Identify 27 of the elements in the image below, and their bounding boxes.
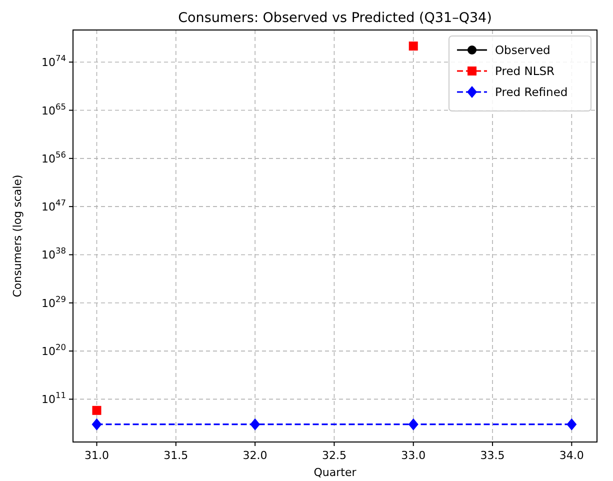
y-tick-label: 10$^{38}$ <box>42 246 66 262</box>
point <box>92 406 102 415</box>
x-tick-label: 33.5 <box>480 449 505 462</box>
y-tick-label: 10$^{11}$ <box>42 390 66 406</box>
y-tick-label: 10$^{65}$ <box>42 101 66 118</box>
x-tick-label: 31.0 <box>84 449 109 462</box>
point <box>250 418 260 430</box>
x-tick-label: 34.0 <box>559 449 584 462</box>
point <box>408 418 418 430</box>
y-tick-label: 10$^{20}$ <box>42 342 66 358</box>
y-tick-label: 10$^{56}$ <box>42 149 66 166</box>
x-tick-label: 32.5 <box>322 449 346 462</box>
legend-label: Pred Refined <box>495 85 568 99</box>
point <box>566 418 577 430</box>
legend-label: Pred NLSR <box>495 64 555 78</box>
y-tick-label: 10$^{74}$ <box>42 53 66 70</box>
y-tick-label: 10$^{47}$ <box>42 198 66 214</box>
legend-label: Observed <box>495 43 550 57</box>
point <box>408 42 418 51</box>
y-tick-label: 10$^{29}$ <box>42 294 66 310</box>
point <box>92 418 102 430</box>
y-axis-title: Consumers (log scale) <box>11 174 24 298</box>
x-axis-title: Quarter <box>314 466 357 479</box>
chart-title: Consumers: Observed vs Predicted (Q31–Q34) <box>178 10 492 26</box>
x-tick-label: 31.5 <box>164 449 188 462</box>
x-tick-label: 33.0 <box>401 449 426 462</box>
x-tick-label: 32.0 <box>242 449 268 462</box>
